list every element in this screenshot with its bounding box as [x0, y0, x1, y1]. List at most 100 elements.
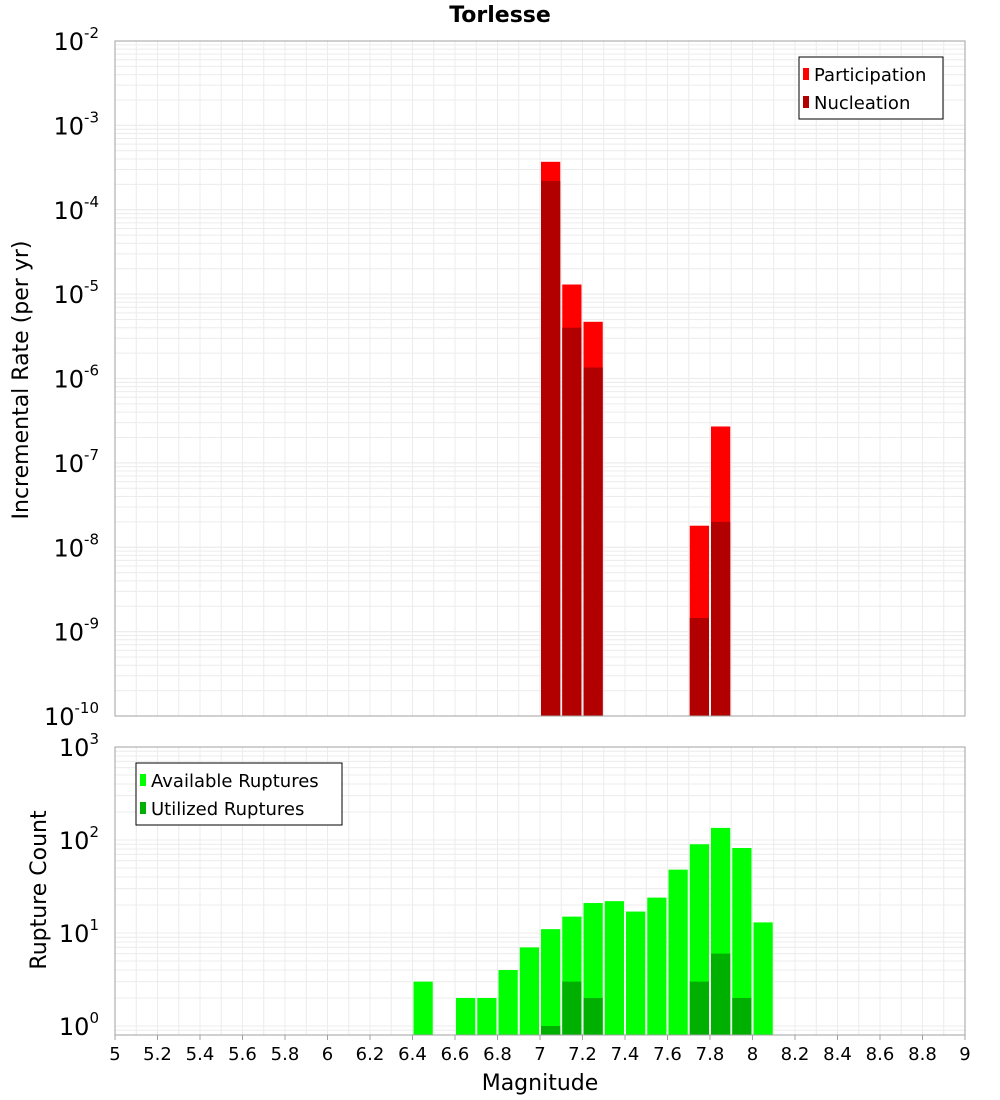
x-tick-label: 7	[534, 1044, 545, 1065]
y-tick-label: 10-4	[53, 193, 99, 225]
y-tick-exponent: 3	[89, 730, 99, 748]
y-tick-exponent: -5	[84, 277, 99, 295]
x-axis-label: Magnitude	[482, 1071, 599, 1096]
x-tick-label: 5.8	[271, 1044, 300, 1065]
x-tick-label: 6.6	[441, 1044, 470, 1065]
y-tick-exponent: 0	[89, 1009, 99, 1027]
legend-label: Nucleation	[814, 93, 910, 114]
gridlines	[114, 746, 966, 1036]
legend-swatch	[803, 96, 809, 108]
bar	[541, 929, 561, 1035]
series-available-ruptures	[413, 827, 773, 1035]
legend-swatch	[803, 68, 809, 80]
y-tick-base: 10	[53, 28, 84, 56]
x-tick-label: 6.2	[356, 1044, 385, 1065]
y-tick-base: 10	[44, 703, 75, 731]
y-tick-exponent: -8	[84, 530, 99, 548]
y-tick-exponent: -6	[84, 362, 99, 380]
x-tick-label: 7.6	[653, 1044, 682, 1065]
x-tick-label: 8	[747, 1044, 758, 1065]
y-tick-base: 10	[59, 827, 90, 855]
bar	[689, 981, 709, 1035]
y-tick-base: 10	[53, 619, 84, 647]
legend-label: Available Ruptures	[151, 771, 319, 792]
bar	[753, 922, 773, 1035]
bar	[583, 367, 603, 716]
legend-swatch	[140, 802, 146, 814]
legend-label: Participation	[814, 65, 926, 86]
bar	[647, 897, 667, 1035]
bar	[562, 327, 582, 716]
y-tick-exponent: -4	[84, 193, 99, 211]
y-tick-label: 10-7	[53, 446, 99, 478]
legend-box	[135, 762, 343, 826]
y-tick-label: 10-3	[53, 108, 99, 140]
x-tick-label: 5.2	[143, 1044, 172, 1065]
series-utilized-ruptures	[541, 953, 752, 1035]
y-tick-base: 10	[53, 197, 84, 225]
x-tick-label: 7.4	[611, 1044, 640, 1065]
legend: Participation Nucleation	[798, 56, 944, 120]
bar	[477, 997, 497, 1035]
bar	[456, 997, 476, 1035]
x-tick-label: 8.4	[823, 1044, 852, 1065]
x-tick-label: 7.2	[568, 1044, 597, 1065]
legend-box	[798, 56, 944, 120]
y-tick-exponent: -7	[84, 446, 99, 464]
y-tick-label: 10-9	[53, 615, 99, 647]
bar	[604, 901, 624, 1035]
legend: Available Ruptures Utilized Ruptures	[135, 762, 343, 826]
x-tick-label: 8.8	[908, 1044, 937, 1065]
top-plot: 10-1010-910-810-710-610-510-410-310-2Par…	[44, 24, 966, 731]
legend-label: Utilized Ruptures	[151, 799, 304, 820]
x-tick-label: 6	[322, 1044, 333, 1065]
y-tick-base: 10	[53, 450, 84, 478]
bar	[541, 1025, 561, 1035]
y-tick-label: 102	[59, 823, 99, 855]
x-tick-label: 8.6	[866, 1044, 895, 1065]
y-tick-exponent: -3	[84, 108, 99, 126]
y-tick-base: 10	[59, 1013, 90, 1041]
bar	[732, 848, 752, 1035]
bar	[689, 618, 709, 716]
x-tick-label: 7.8	[696, 1044, 725, 1065]
y-tick-exponent: -10	[75, 699, 100, 717]
y-tick-label: 10-2	[53, 24, 99, 56]
y-tick-base: 10	[53, 112, 84, 140]
y-tick-label: 10-8	[53, 530, 99, 562]
bar	[498, 969, 518, 1035]
x-tick-label: 9	[959, 1044, 970, 1065]
y-tick-base: 10	[53, 366, 84, 394]
y-tick-label: 10-6	[53, 362, 99, 394]
bar	[541, 180, 561, 716]
bar	[626, 911, 646, 1035]
bar	[519, 947, 539, 1035]
y-tick-exponent: -2	[84, 24, 99, 42]
gridlines	[114, 40, 966, 717]
bar	[583, 997, 603, 1035]
x-tick-label: 8.2	[781, 1044, 810, 1065]
legend-swatch	[140, 774, 146, 786]
bar	[668, 869, 688, 1035]
bar	[562, 981, 582, 1035]
y-tick-label: 10-10	[44, 699, 99, 731]
bar	[732, 997, 752, 1035]
x-tick-label: 5.6	[228, 1044, 257, 1065]
y-tick-label: 101	[59, 916, 99, 948]
x-tick-label: 5.4	[186, 1044, 215, 1065]
y-tick-base: 10	[59, 920, 90, 948]
y-tick-base: 10	[53, 281, 84, 309]
series-nucleation	[541, 180, 731, 716]
bar	[413, 981, 433, 1035]
bottom-y-axis-label: Rupture Count	[27, 810, 52, 970]
x-tick-label: 5	[109, 1044, 120, 1065]
y-tick-exponent: 2	[89, 823, 99, 841]
plot-frame	[114, 40, 966, 717]
top-y-axis-label: Incremental Rate (per yr)	[9, 241, 34, 520]
x-tick-label: 6.4	[398, 1044, 427, 1065]
chart-title: Torlesse	[449, 3, 551, 28]
bar	[711, 521, 731, 716]
y-tick-label: 103	[59, 730, 99, 762]
